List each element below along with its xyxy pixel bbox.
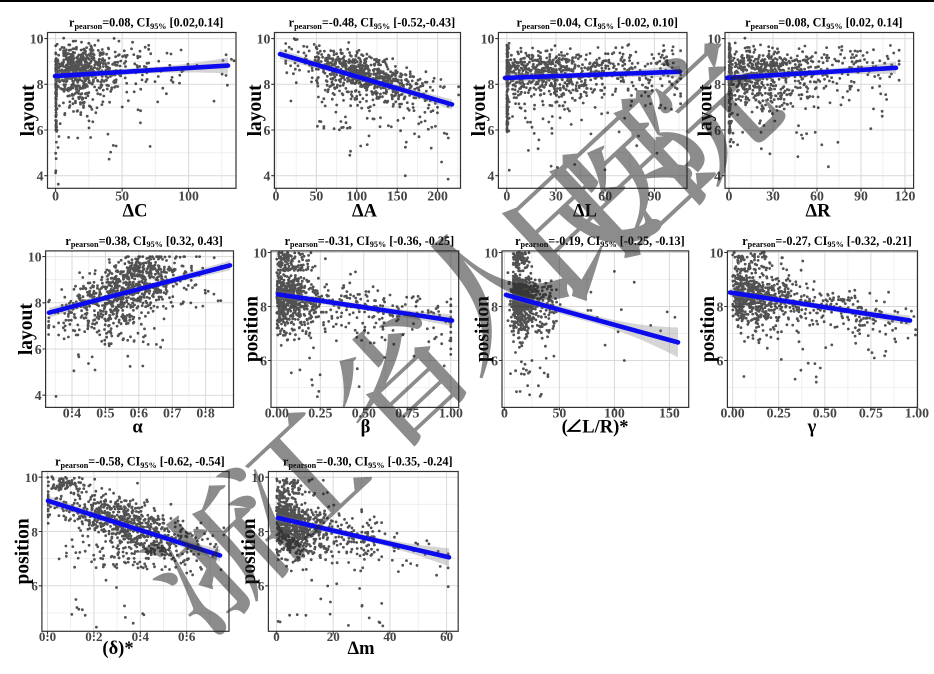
svg-text:10: 10 [484, 245, 498, 260]
svg-text:6: 6 [37, 123, 44, 138]
svg-text:0:4: 0:4 [63, 406, 81, 421]
svg-text:100: 100 [178, 188, 199, 203]
svg-text:4: 4 [37, 169, 44, 184]
svg-text:10: 10 [25, 470, 38, 485]
svg-text:position: position [242, 296, 263, 362]
svg-text:0.25: 0.25 [767, 406, 791, 421]
svg-text:1.00: 1.00 [439, 406, 463, 421]
svg-text:4: 4 [487, 169, 494, 184]
svg-text:L/R)*: L/R)* [582, 418, 628, 438]
svg-text:8: 8 [31, 524, 38, 539]
svg-text:4: 4 [263, 169, 270, 184]
svg-text:layout: layout [469, 84, 490, 137]
svg-text:8: 8 [716, 299, 723, 314]
svg-text:0.25: 0.25 [308, 406, 332, 421]
svg-text:4: 4 [35, 388, 42, 403]
svg-text:0:2: 0:2 [85, 629, 102, 644]
svg-text:8: 8 [714, 77, 721, 92]
svg-text:60: 60 [440, 629, 453, 644]
svg-text:rpearson=0.38, CI95% [0.32, 0.: rpearson=0.38, CI95% [0.32, 0.43] [65, 234, 222, 249]
svg-text:200: 200 [427, 188, 448, 203]
svg-text:10: 10 [28, 249, 42, 264]
svg-text:0.00: 0.00 [721, 406, 745, 421]
svg-text:10: 10 [710, 245, 724, 260]
svg-text:120: 120 [895, 188, 916, 203]
svg-text:rpearson=-0.27, CI95% [-0.32,: rpearson=-0.27, CI95% [-0.32, -0.21] [742, 234, 912, 249]
svg-text:0: 0 [726, 188, 733, 203]
svg-text:position: position [698, 296, 719, 362]
svg-text:10: 10 [30, 31, 44, 46]
svg-text:rpearson=0.08, CI95% [0.02, 0.: rpearson=0.08, CI95% [0.02, 0.14] [745, 16, 902, 31]
svg-text:rpearson=-0.30, CI95% [-0.35,: rpearson=-0.30, CI95% [-0.35, -0.24] [283, 455, 453, 470]
svg-text:Δm: Δm [347, 639, 375, 659]
svg-text:layout: layout [245, 84, 266, 137]
svg-text:0: 0 [273, 629, 280, 644]
svg-text:0: 0 [501, 406, 508, 421]
svg-text:8: 8 [263, 77, 270, 92]
svg-text:layout: layout [16, 303, 37, 356]
svg-text:100: 100 [346, 188, 367, 203]
svg-text:rpearson=0.08, CI95% [0.02,0.1: rpearson=0.08, CI95% [0.02,0.14] [69, 16, 223, 31]
svg-text:0:8: 0:8 [196, 406, 214, 421]
svg-text:rpearson=-0.48, CI95% [-0.52,-: rpearson=-0.48, CI95% [-0.52,-0.43] [289, 16, 456, 31]
svg-text:α: α [132, 418, 143, 438]
svg-text:10: 10 [253, 245, 267, 260]
svg-text:6: 6 [263, 123, 270, 138]
svg-text:50: 50 [115, 188, 129, 203]
svg-text:β: β [361, 418, 371, 438]
svg-text:8: 8 [487, 77, 494, 92]
svg-text:8: 8 [37, 77, 44, 92]
svg-text:0:6: 0:6 [178, 629, 196, 644]
svg-text:6: 6 [31, 579, 38, 594]
svg-text:90: 90 [648, 188, 662, 203]
svg-text:(δ)*: (δ)* [102, 639, 133, 659]
svg-text:rpearson=-0.58, CI95% [-0.62,: rpearson=-0.58, CI95% [-0.62, -0.54] [55, 455, 225, 470]
svg-text:8: 8 [258, 524, 265, 539]
svg-text:0:7: 0:7 [163, 406, 181, 421]
svg-text:30: 30 [549, 188, 563, 203]
svg-text:6: 6 [716, 353, 723, 368]
svg-text:10: 10 [481, 31, 495, 46]
svg-text:150: 150 [387, 188, 408, 203]
svg-text:6: 6 [35, 342, 42, 357]
svg-text:150: 150 [659, 406, 680, 421]
svg-text:4: 4 [714, 169, 721, 184]
svg-text:50: 50 [310, 188, 324, 203]
svg-text:ΔA: ΔA [352, 202, 378, 222]
svg-text:γ: γ [807, 418, 817, 438]
svg-text:position: position [12, 518, 33, 584]
svg-text:6: 6 [491, 353, 498, 368]
svg-text:0: 0 [52, 188, 59, 203]
svg-text:8: 8 [35, 296, 42, 311]
svg-text:6: 6 [260, 353, 267, 368]
svg-text:8: 8 [491, 299, 498, 314]
svg-text:8: 8 [260, 299, 267, 314]
svg-text:6: 6 [487, 123, 494, 138]
svg-text:90: 90 [854, 188, 868, 203]
svg-text:0.50: 0.50 [813, 406, 837, 421]
svg-text:0:6: 0:6 [130, 406, 148, 421]
svg-text:100: 100 [604, 406, 625, 421]
svg-text:50: 50 [553, 406, 567, 421]
svg-text:rpearson=0.04, CI95% [-0.02, 0: rpearson=0.04, CI95% [-0.02, 0.10] [516, 16, 677, 31]
svg-text:0:0: 0:0 [39, 629, 56, 644]
svg-text:10: 10 [707, 31, 721, 46]
svg-text:0: 0 [273, 188, 280, 203]
svg-text:60: 60 [810, 188, 824, 203]
svg-text:10: 10 [257, 31, 271, 46]
svg-text:ΔC: ΔC [123, 202, 148, 222]
svg-text:0:4: 0:4 [132, 629, 150, 644]
svg-text:0.00: 0.00 [265, 406, 289, 421]
svg-text:0.75: 0.75 [859, 406, 883, 421]
svg-text:1.00: 1.00 [905, 406, 929, 421]
svg-text:0:5: 0:5 [96, 406, 114, 421]
svg-text:ΔR: ΔR [806, 202, 832, 222]
svg-text:layout: layout [18, 84, 39, 137]
svg-text:20: 20 [327, 629, 340, 644]
svg-text:40: 40 [383, 629, 396, 644]
svg-text:0: 0 [503, 188, 510, 203]
svg-text:30: 30 [766, 188, 780, 203]
svg-text:(: ( [562, 418, 568, 438]
svg-text:6: 6 [258, 579, 265, 594]
